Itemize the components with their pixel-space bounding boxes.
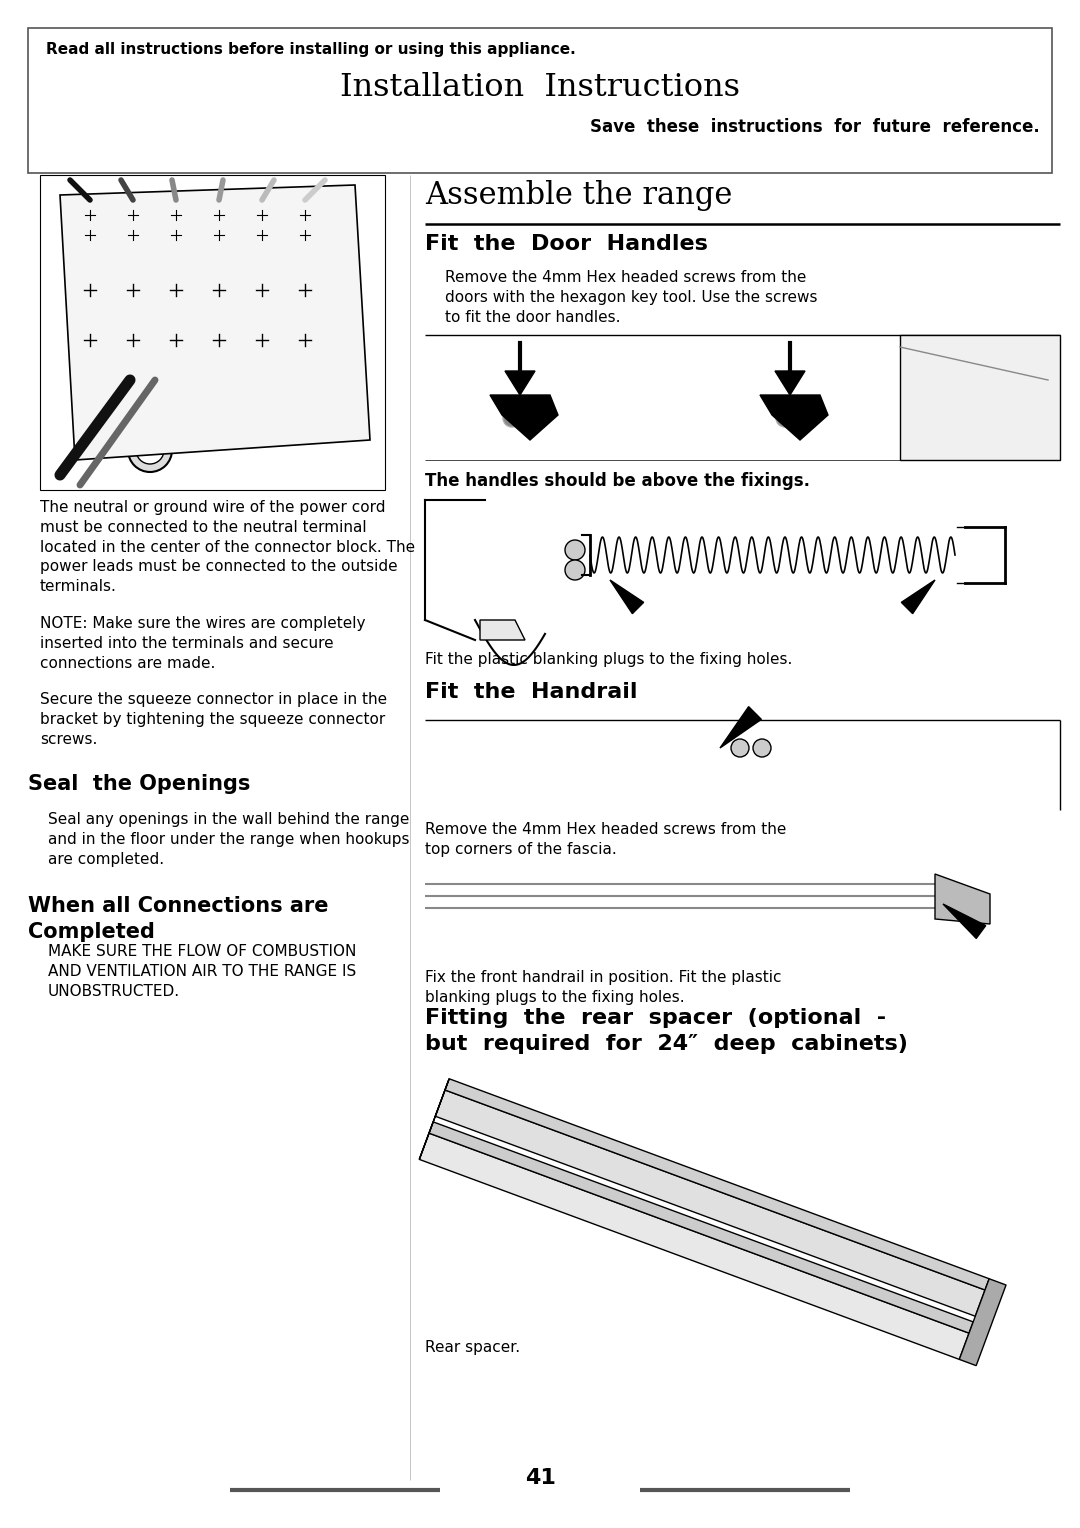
Polygon shape — [935, 874, 990, 924]
Circle shape — [125, 206, 141, 223]
Circle shape — [82, 206, 98, 223]
Text: Save  these  instructions  for  future  reference.: Save these instructions for future refer… — [591, 118, 1040, 136]
Polygon shape — [900, 335, 1059, 460]
Circle shape — [210, 280, 229, 299]
Polygon shape — [902, 581, 935, 614]
Polygon shape — [720, 706, 761, 749]
Text: Read all instructions before installing or using this appliance.: Read all instructions before installing … — [46, 41, 576, 57]
Text: The handles should be above the fixings.: The handles should be above the fixings. — [426, 472, 810, 490]
Text: When all Connections are
Completed: When all Connections are Completed — [28, 895, 328, 943]
Circle shape — [525, 410, 543, 426]
Polygon shape — [429, 1122, 973, 1332]
Circle shape — [753, 740, 771, 756]
Circle shape — [959, 894, 975, 911]
Text: Fitting  the  rear  spacer  (optional  -
but  required  for  24″  deep  cabinets: Fitting the rear spacer (optional - but … — [426, 1008, 908, 1054]
Bar — [40, 176, 384, 490]
Circle shape — [123, 330, 143, 350]
Circle shape — [252, 280, 272, 299]
Circle shape — [798, 410, 816, 426]
Circle shape — [731, 740, 750, 756]
Text: Fit  the  Handrail: Fit the Handrail — [426, 681, 637, 701]
Text: MAKE SURE THE FLOW OF COMBUSTION
AND VENTILATION AIR TO THE RANGE IS
UNOBSTRUCTE: MAKE SURE THE FLOW OF COMBUSTION AND VEN… — [48, 944, 356, 999]
Text: Fit  the  Door  Handles: Fit the Door Handles — [426, 234, 707, 254]
Text: Assemble the range: Assemble the range — [426, 180, 732, 211]
Circle shape — [168, 228, 184, 243]
Text: Remove the 4mm Hex headed screws from the
doors with the hexagon key tool. Use t: Remove the 4mm Hex headed screws from th… — [445, 270, 818, 324]
Bar — [28, 28, 1052, 173]
Polygon shape — [419, 1079, 449, 1160]
Text: Rear spacer.: Rear spacer. — [426, 1340, 521, 1355]
Circle shape — [297, 228, 313, 243]
Text: Installation  Instructions: Installation Instructions — [340, 72, 740, 102]
Polygon shape — [419, 1134, 969, 1360]
Polygon shape — [60, 185, 370, 460]
Circle shape — [252, 330, 272, 350]
Polygon shape — [490, 396, 558, 440]
Circle shape — [297, 206, 313, 223]
Circle shape — [80, 280, 100, 299]
Polygon shape — [445, 1079, 989, 1290]
Bar — [293, 200, 318, 251]
Bar — [78, 200, 102, 251]
Circle shape — [129, 428, 172, 472]
Polygon shape — [760, 396, 828, 440]
Circle shape — [166, 330, 186, 350]
Circle shape — [211, 206, 227, 223]
Circle shape — [254, 228, 270, 243]
Polygon shape — [480, 620, 525, 640]
Text: The neutral or ground wire of the power cord
must be connected to the neutral te: The neutral or ground wire of the power … — [40, 500, 415, 594]
Text: Fix the front handrail in position. Fit the plastic
blanking plugs to the fixing: Fix the front handrail in position. Fit … — [426, 970, 782, 1005]
Circle shape — [168, 206, 184, 223]
Text: 41: 41 — [525, 1468, 555, 1488]
Text: NOTE: Make sure the wires are completely
inserted into the terminals and secure
: NOTE: Make sure the wires are completely… — [40, 616, 365, 671]
Circle shape — [211, 228, 227, 243]
Circle shape — [966, 1294, 975, 1305]
Bar — [164, 200, 188, 251]
Circle shape — [125, 228, 141, 243]
Text: Fit the plastic blanking plugs to the fixing holes.: Fit the plastic blanking plugs to the fi… — [426, 652, 793, 668]
Circle shape — [295, 330, 315, 350]
Circle shape — [166, 280, 186, 299]
Circle shape — [82, 228, 98, 243]
Circle shape — [123, 280, 143, 299]
Circle shape — [254, 206, 270, 223]
Text: Secure the squeeze connector in place in the
bracket by tightening the squeeze c: Secure the squeeze connector in place in… — [40, 692, 387, 747]
Polygon shape — [435, 1089, 985, 1316]
Circle shape — [210, 330, 229, 350]
Circle shape — [565, 559, 585, 581]
Polygon shape — [943, 905, 986, 938]
Bar — [249, 200, 274, 251]
Polygon shape — [959, 1279, 1007, 1366]
Polygon shape — [775, 371, 805, 396]
Polygon shape — [505, 371, 535, 396]
Text: Remove the 4mm Hex headed screws from the
top corners of the fascia.: Remove the 4mm Hex headed screws from th… — [426, 822, 786, 857]
Text: Seal  the Openings: Seal the Openings — [28, 775, 251, 795]
Text: Seal any openings in the wall behind the range
and in the floor under the range : Seal any openings in the wall behind the… — [48, 811, 409, 866]
Polygon shape — [610, 581, 644, 614]
Bar — [207, 200, 231, 251]
Circle shape — [80, 330, 100, 350]
Circle shape — [777, 410, 794, 426]
Circle shape — [295, 280, 315, 299]
Circle shape — [503, 410, 521, 426]
Circle shape — [565, 539, 585, 559]
Circle shape — [136, 435, 164, 465]
Bar — [121, 200, 145, 251]
